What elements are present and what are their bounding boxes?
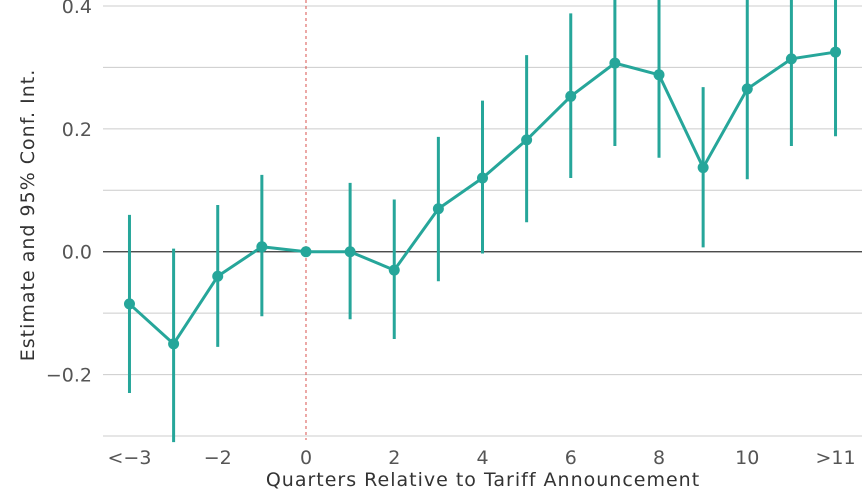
data-point (741, 83, 753, 95)
x-tick-labels: <−3 −2 0 2 4 6 8 10 >11 (108, 447, 856, 469)
x-tick-label: 0 (300, 447, 312, 469)
data-point (123, 298, 135, 310)
x-axis-title: Quarters Relative to Tariff Announcement (266, 469, 700, 491)
data-points (123, 46, 842, 350)
x-tick-label: 8 (653, 447, 665, 469)
data-point (653, 69, 665, 81)
x-tick-label: 4 (476, 447, 488, 469)
data-point (477, 172, 488, 184)
y-tick-label: 0.2 (62, 119, 92, 141)
y-tick-label: 0.0 (62, 242, 92, 264)
data-point (300, 246, 312, 258)
data-point (256, 241, 268, 253)
y-axis-title: Estimate and 95% Conf. Int. (17, 69, 39, 361)
data-point (830, 46, 842, 58)
y-tick-label: 0.4 (62, 0, 92, 18)
x-tick-label: 10 (735, 447, 759, 469)
data-point (609, 57, 621, 69)
x-tick-label: <−3 (108, 447, 152, 469)
x-tick-label: 2 (388, 447, 400, 469)
data-point (344, 246, 356, 258)
y-tick-labels: −0.2 0.0 0.2 0.4 (46, 0, 92, 387)
data-point (432, 203, 444, 215)
data-point (521, 134, 533, 146)
y-tick-label: −0.2 (46, 365, 92, 387)
data-point (212, 270, 224, 282)
x-tick-label: 6 (565, 447, 577, 469)
x-tick-label: >11 (815, 447, 855, 469)
data-point (168, 338, 180, 350)
x-tick-label: −2 (204, 447, 232, 469)
data-point (697, 162, 709, 174)
data-point (785, 53, 797, 65)
data-point (565, 90, 577, 102)
confidence-intervals (127, 0, 838, 443)
data-point (388, 264, 400, 276)
